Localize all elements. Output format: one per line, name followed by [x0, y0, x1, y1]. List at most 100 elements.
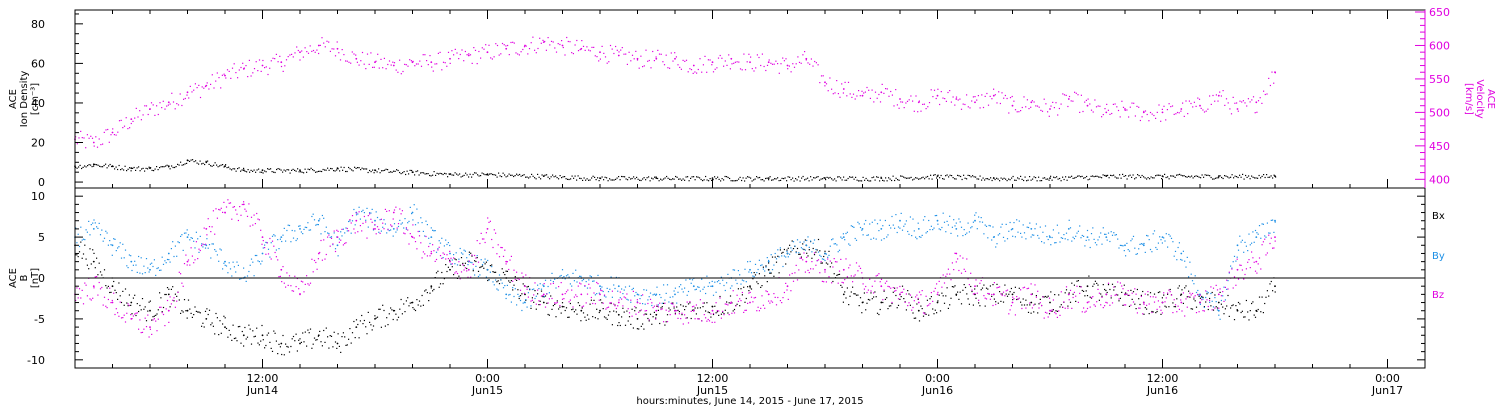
- velocity-point: [1200, 107, 1202, 109]
- by-point: [943, 221, 946, 223]
- bz-point: [592, 302, 594, 305]
- bz-point: [418, 235, 421, 237]
- bz-point: [1127, 290, 1129, 292]
- ion-density-point: [961, 178, 963, 181]
- bz-point: [1126, 293, 1128, 295]
- bz-point: [1100, 304, 1102, 306]
- by-point: [750, 272, 753, 274]
- bx-point: [732, 310, 734, 312]
- bz-point: [859, 267, 862, 269]
- by-point: [228, 262, 230, 264]
- velocity-data-point: [861, 94, 864, 97]
- ion-density-point: [715, 178, 717, 180]
- by-point: [477, 275, 480, 278]
- bz-point: [1165, 297, 1167, 299]
- bz-point: [582, 305, 585, 307]
- ion-density-point: [685, 176, 687, 178]
- ion-density-point: [1005, 178, 1007, 180]
- bx-point: [489, 265, 491, 267]
- by-point: [752, 275, 754, 277]
- by-point: [232, 261, 234, 263]
- ion-density-point: [361, 167, 363, 169]
- velocity-point: [282, 70, 284, 72]
- by-point: [113, 238, 115, 240]
- velocity-point: [1021, 106, 1023, 109]
- by-point: [1138, 248, 1140, 250]
- ion-density-point: [1063, 178, 1065, 181]
- bx-point: [708, 312, 711, 314]
- ion-density-point: [312, 169, 314, 171]
- by-point: [987, 237, 989, 239]
- ion-density-point: [180, 161, 182, 163]
- bz-point: [501, 247, 503, 249]
- ion-density-point: [784, 177, 786, 179]
- velocity-point: [707, 59, 709, 61]
- velocity-point: [599, 58, 601, 60]
- bz-point: [829, 260, 831, 262]
- bx-point: [1056, 310, 1058, 312]
- velocity-point: [291, 53, 293, 55]
- velocity-point: [694, 71, 696, 73]
- y-tick-label: 20: [31, 137, 45, 150]
- bx-point: [593, 299, 595, 301]
- ion-density-point: [664, 177, 666, 179]
- bx-point: [976, 285, 978, 287]
- velocity-data-point: [1142, 111, 1145, 114]
- ion-density-point: [849, 176, 851, 178]
- ion-density-point: [1080, 176, 1082, 178]
- bx-point: [334, 341, 337, 343]
- bz-point: [1069, 289, 1072, 291]
- velocity-point: [702, 64, 704, 66]
- ion-density-point: [864, 179, 866, 181]
- by-point: [854, 237, 856, 240]
- bx-point: [941, 292, 943, 294]
- ion-density-point: [1234, 175, 1236, 177]
- ion-density-point: [609, 178, 611, 180]
- by-point: [980, 217, 982, 219]
- bz-point: [1072, 296, 1074, 299]
- bz-point: [489, 220, 491, 222]
- by-point: [519, 299, 522, 302]
- bz-point: [697, 318, 699, 320]
- velocity-point: [1028, 108, 1030, 110]
- bz-point: [819, 272, 821, 274]
- bz-point: [80, 297, 82, 299]
- bz-data-point: [1217, 293, 1220, 296]
- bz-point: [932, 300, 934, 302]
- velocity-point: [1183, 115, 1185, 117]
- bz-point: [220, 207, 222, 209]
- ion-density-point: [1191, 175, 1193, 177]
- bz-point: [1006, 289, 1009, 291]
- bx-point: [380, 326, 382, 328]
- bz-point: [231, 218, 233, 220]
- velocity-point: [971, 100, 973, 102]
- x-tick-label: 12:00: [247, 372, 279, 385]
- bz-point: [420, 242, 422, 244]
- by-point: [647, 299, 649, 301]
- ion-density-point: [132, 167, 134, 169]
- bz-point: [1027, 287, 1030, 289]
- velocity-point: [157, 113, 159, 116]
- by-point: [754, 263, 757, 265]
- ion-density-point: [258, 168, 260, 170]
- bz-point: [178, 271, 180, 273]
- ion-density-point: [676, 176, 678, 178]
- velocity-point: [456, 52, 458, 54]
- velocity-point: [520, 51, 522, 53]
- ion-density-point: [624, 176, 626, 178]
- bx-point: [86, 264, 88, 266]
- by-point: [619, 297, 621, 299]
- velocity-point: [962, 103, 964, 105]
- ion-density-point: [432, 174, 434, 176]
- axes-ticks: 12:00Jun140:00Jun1512:00Jun150:00Jun1612…: [27, 6, 1450, 397]
- bz-point: [954, 252, 956, 254]
- velocity-point: [1094, 99, 1096, 101]
- ion-density-point: [88, 164, 90, 166]
- bz-point: [491, 238, 493, 241]
- bz-point: [539, 304, 541, 306]
- y-tick-label: 0: [38, 176, 45, 189]
- bz-data-point: [842, 268, 845, 271]
- bx-point: [849, 295, 851, 297]
- bx-point: [1243, 316, 1245, 318]
- by-point: [484, 258, 486, 260]
